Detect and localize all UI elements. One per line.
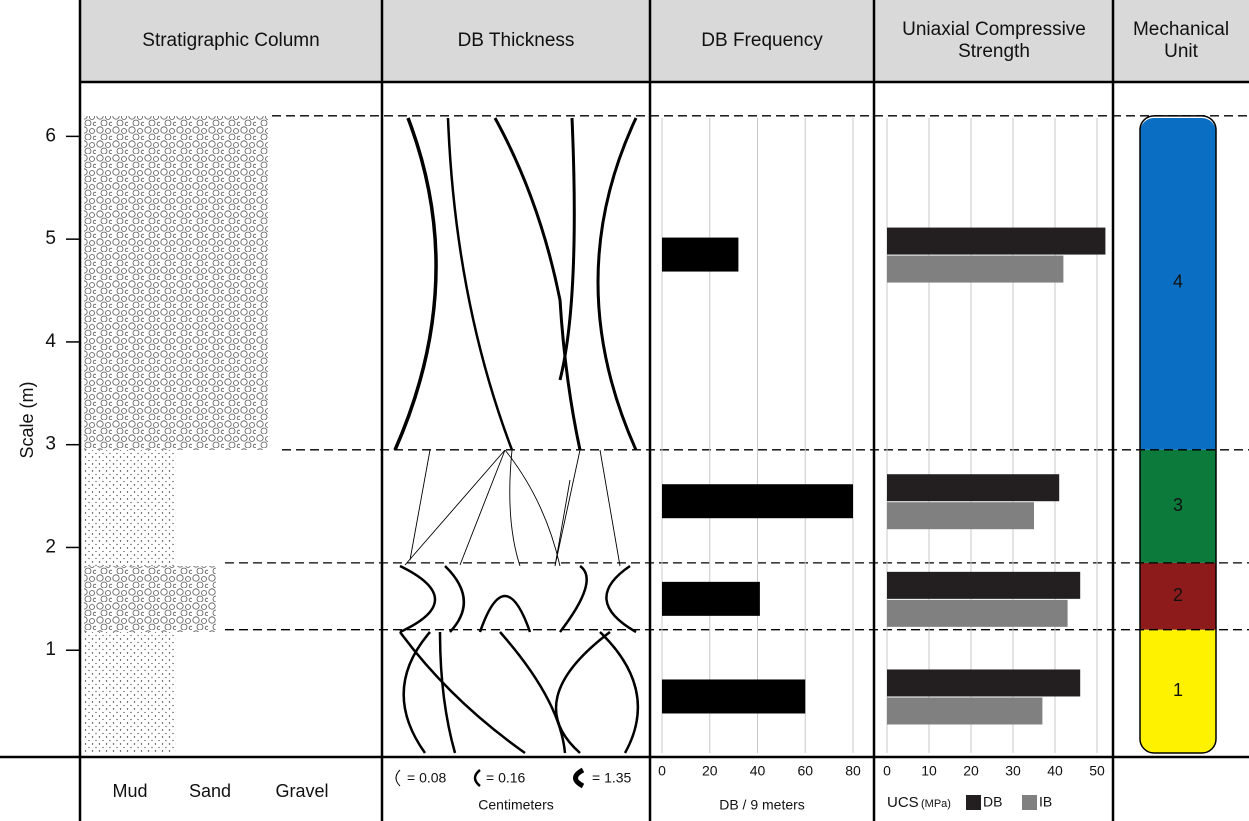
y-tick-label: 6 <box>45 125 56 146</box>
legend-swatch <box>966 795 981 810</box>
bar <box>887 474 1059 501</box>
y-tick-label: 3 <box>45 434 56 455</box>
figure: Scale (m) Mud Sand Gravel = 0.08 = 0.16 … <box>0 0 1249 821</box>
unit-label: 2 <box>1173 585 1183 605</box>
y-tick-label: 4 <box>45 331 56 352</box>
x-tick-label: 40 <box>750 763 766 779</box>
grain-label: Mud <box>112 781 147 801</box>
unit-label: 4 <box>1173 272 1183 292</box>
y-tick-label: 5 <box>45 228 56 249</box>
y-tick-label: 1 <box>45 639 56 660</box>
db-thickness-illustration <box>395 118 638 786</box>
figure-canvas: Scale (m) Mud Sand Gravel = 0.08 = 0.16 … <box>0 0 1249 821</box>
x-tick-label: 50 <box>1089 763 1105 779</box>
grain-label: Sand <box>189 781 231 801</box>
x-tick-label: 60 <box>797 763 813 779</box>
legend-label: IB <box>1039 794 1052 810</box>
bar <box>662 679 805 713</box>
bar <box>662 582 760 616</box>
column-header: Stratigraphic Column <box>80 0 382 82</box>
bar <box>887 600 1068 627</box>
unit-label: 3 <box>1173 495 1183 515</box>
bar <box>887 572 1080 599</box>
legend-unit: Centimeters <box>478 797 553 813</box>
bar <box>662 484 853 518</box>
y-tick-label: 2 <box>45 536 56 557</box>
strat-illustration <box>84 116 268 753</box>
x-tick-label: 20 <box>963 763 979 779</box>
x-tick-label: 0 <box>883 763 891 779</box>
bar <box>887 256 1063 283</box>
bar <box>887 228 1105 255</box>
chart-title: DB Frequency <box>650 0 874 82</box>
legend-swatch <box>1022 795 1037 810</box>
x-tick-label: 0 <box>658 763 666 779</box>
column-header: Mechanical Unit <box>1120 0 1242 82</box>
bar <box>887 502 1034 529</box>
legend-label: = 0.08 <box>407 770 447 786</box>
bar <box>887 669 1080 696</box>
axis-label: Scale (m) <box>17 381 37 458</box>
x-axis-unit: (MPa) <box>921 798 951 810</box>
legend-label: = 0.16 <box>486 770 526 786</box>
x-axis-label: UCS <box>887 794 919 811</box>
mechanical-units <box>1140 116 1216 753</box>
x-axis-label: DB / 9 meters <box>719 797 805 813</box>
x-tick-label: 40 <box>1047 763 1063 779</box>
column-header: DB Thickness <box>382 0 650 82</box>
x-tick-label: 10 <box>921 763 937 779</box>
x-tick-label: 20 <box>702 763 718 779</box>
unit-label: 1 <box>1173 680 1183 700</box>
x-tick-label: 80 <box>845 763 861 779</box>
bar <box>887 697 1042 724</box>
grain-label: Gravel <box>275 781 328 801</box>
bar <box>662 238 738 272</box>
chart-title: Uniaxial Compressive Strength <box>880 0 1108 82</box>
legend-label: = 1.35 <box>592 770 632 786</box>
x-tick-label: 30 <box>1005 763 1021 779</box>
legend-label: DB <box>983 794 1002 810</box>
